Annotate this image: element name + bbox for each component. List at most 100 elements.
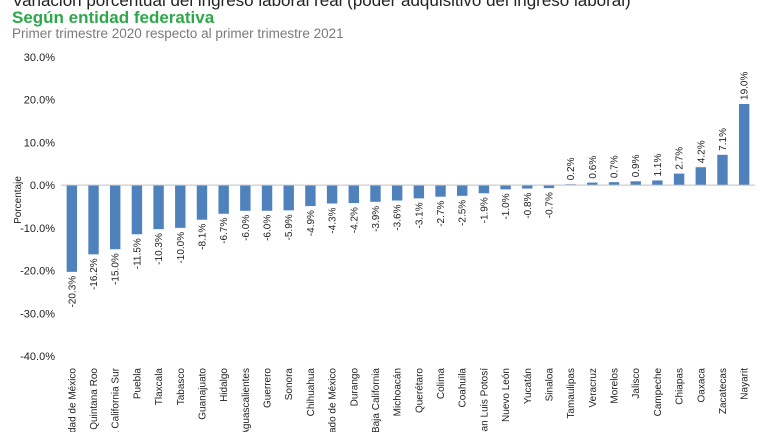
x-tick-label: Zacatecas (718, 368, 729, 414)
bars (66, 103, 750, 272)
data-label: -2.5% (458, 200, 469, 226)
y-tick-label: 30.0% (24, 52, 55, 64)
x-tick-label: Baja California Sur (111, 367, 122, 432)
chart-title: Variación porcentual del ingreso laboral… (12, 0, 631, 10)
x-tick-label: Tlaxcala (154, 368, 165, 406)
data-label: 19.0% (740, 72, 751, 100)
data-label: 2.7% (675, 147, 686, 170)
x-tick-label: Tamaulipas (566, 368, 577, 419)
data-label: -1.0% (501, 193, 512, 219)
x-tick-label: Sonora (284, 368, 295, 401)
bar (522, 185, 533, 189)
bar (88, 185, 99, 255)
data-label: -0.7% (544, 192, 555, 218)
x-axis-labels: Ciudad de México Quintana Roo Baja Califor… (67, 367, 750, 432)
data-label: -0.8% (523, 192, 534, 218)
y-tick-label: 10.0% (24, 137, 55, 149)
data-label: -20.3% (67, 276, 78, 308)
bar (413, 185, 425, 199)
bar (738, 103, 750, 186)
data-label: -3.6% (393, 204, 404, 230)
data-label: -15.0% (111, 253, 122, 285)
data-label: -16.2% (89, 258, 100, 290)
x-tick-label: Estado de México (328, 368, 339, 432)
data-label: 0.7% (610, 155, 621, 178)
x-tick-label: Veracruz (588, 368, 599, 407)
x-tick-label: Oaxaca (696, 368, 707, 403)
bar (175, 185, 186, 228)
data-label: -6.0% (263, 215, 274, 241)
bar (283, 185, 294, 211)
y-tick-label: -20.0% (20, 266, 55, 278)
data-label: -11.5% (132, 238, 143, 269)
bar (478, 185, 490, 194)
chart-caption: Primer trimestre 2020 respecto al primer… (12, 26, 344, 41)
y-axis-label: Porcentaje (13, 176, 24, 224)
bar (326, 185, 338, 204)
data-label: -4.3% (328, 207, 339, 233)
x-tick-label: Durango (349, 368, 360, 407)
bar (457, 185, 468, 196)
x-tick-label: Sinaloa (544, 368, 555, 402)
y-axis-ticks: 30.0% 20.0% 10.0% 0.0% -10.0% -20.0% -30.0% -40… (20, 52, 55, 363)
data-label: -1.9% (479, 197, 490, 223)
x-tick-label: Michoacán (393, 368, 404, 416)
bar (261, 185, 273, 211)
x-tick-label: Jalisco (631, 368, 642, 399)
bar (196, 185, 208, 220)
data-label: -4.2% (349, 207, 360, 233)
bar (370, 185, 381, 202)
data-label: -3.9% (371, 206, 382, 232)
x-tick-label: Quintana Roo (89, 368, 100, 430)
x-tick-label: Baja California (371, 368, 382, 432)
x-tick-label: Yucatán (523, 368, 534, 404)
data-label: 0.6% (588, 156, 599, 179)
data-label: -8.1% (197, 224, 208, 250)
data-label: -4.9% (306, 210, 317, 236)
data-label: 1.1% (653, 154, 664, 177)
x-tick-label: Chiapas (675, 368, 686, 405)
x-tick-label: Nayarit (740, 368, 751, 400)
x-tick-label: Chihuahua (306, 368, 317, 417)
bar (435, 185, 446, 197)
bar (348, 185, 359, 204)
bar (695, 167, 706, 186)
bar (391, 185, 403, 201)
data-label: -6.0% (241, 215, 252, 241)
x-tick-label: Guerrero (263, 368, 274, 408)
x-tick-label: Hidalgo (219, 368, 230, 402)
x-tick-label: Morelos (610, 368, 621, 404)
x-tick-label: Campeche (653, 368, 664, 417)
y-tick-label: 0.0% (30, 180, 55, 192)
x-tick-label: Coahuila (458, 368, 469, 408)
data-label: -10.3% (154, 233, 165, 265)
data-label: 7.1% (718, 128, 729, 151)
bar (587, 182, 598, 186)
data-label: -2.7% (436, 201, 447, 227)
data-label: 0.2% (566, 157, 577, 180)
bar (240, 185, 251, 211)
x-tick-label: Guanajuato (197, 368, 208, 420)
bar (131, 185, 143, 235)
data-label: -5.9% (284, 214, 295, 240)
data-label: -3.1% (414, 202, 425, 228)
x-tick-label: Colima (436, 368, 447, 400)
x-tick-label: Nuevo León (501, 368, 512, 422)
data-labels: -20.3% -16.2% -15.0% -11.5% -10.3% -10.0% -8.1… (67, 72, 750, 308)
data-label: 4.2% (696, 140, 707, 163)
x-tick-label: San Luis Potosí (479, 368, 490, 432)
bar (305, 185, 316, 207)
bar (543, 185, 555, 189)
data-label: 0.9% (631, 154, 642, 177)
y-tick-label: -40.0% (20, 351, 55, 363)
bar (630, 181, 641, 186)
x-tick-label: Tabasco (176, 368, 187, 406)
x-tick-label: Puebla (132, 368, 143, 400)
y-tick-label: -30.0% (20, 308, 55, 320)
bar (66, 185, 78, 272)
data-label: -10.0% (176, 232, 187, 264)
y-tick-label: -10.0% (20, 223, 55, 235)
data-label: -6.7% (219, 218, 230, 244)
bar (218, 185, 229, 214)
